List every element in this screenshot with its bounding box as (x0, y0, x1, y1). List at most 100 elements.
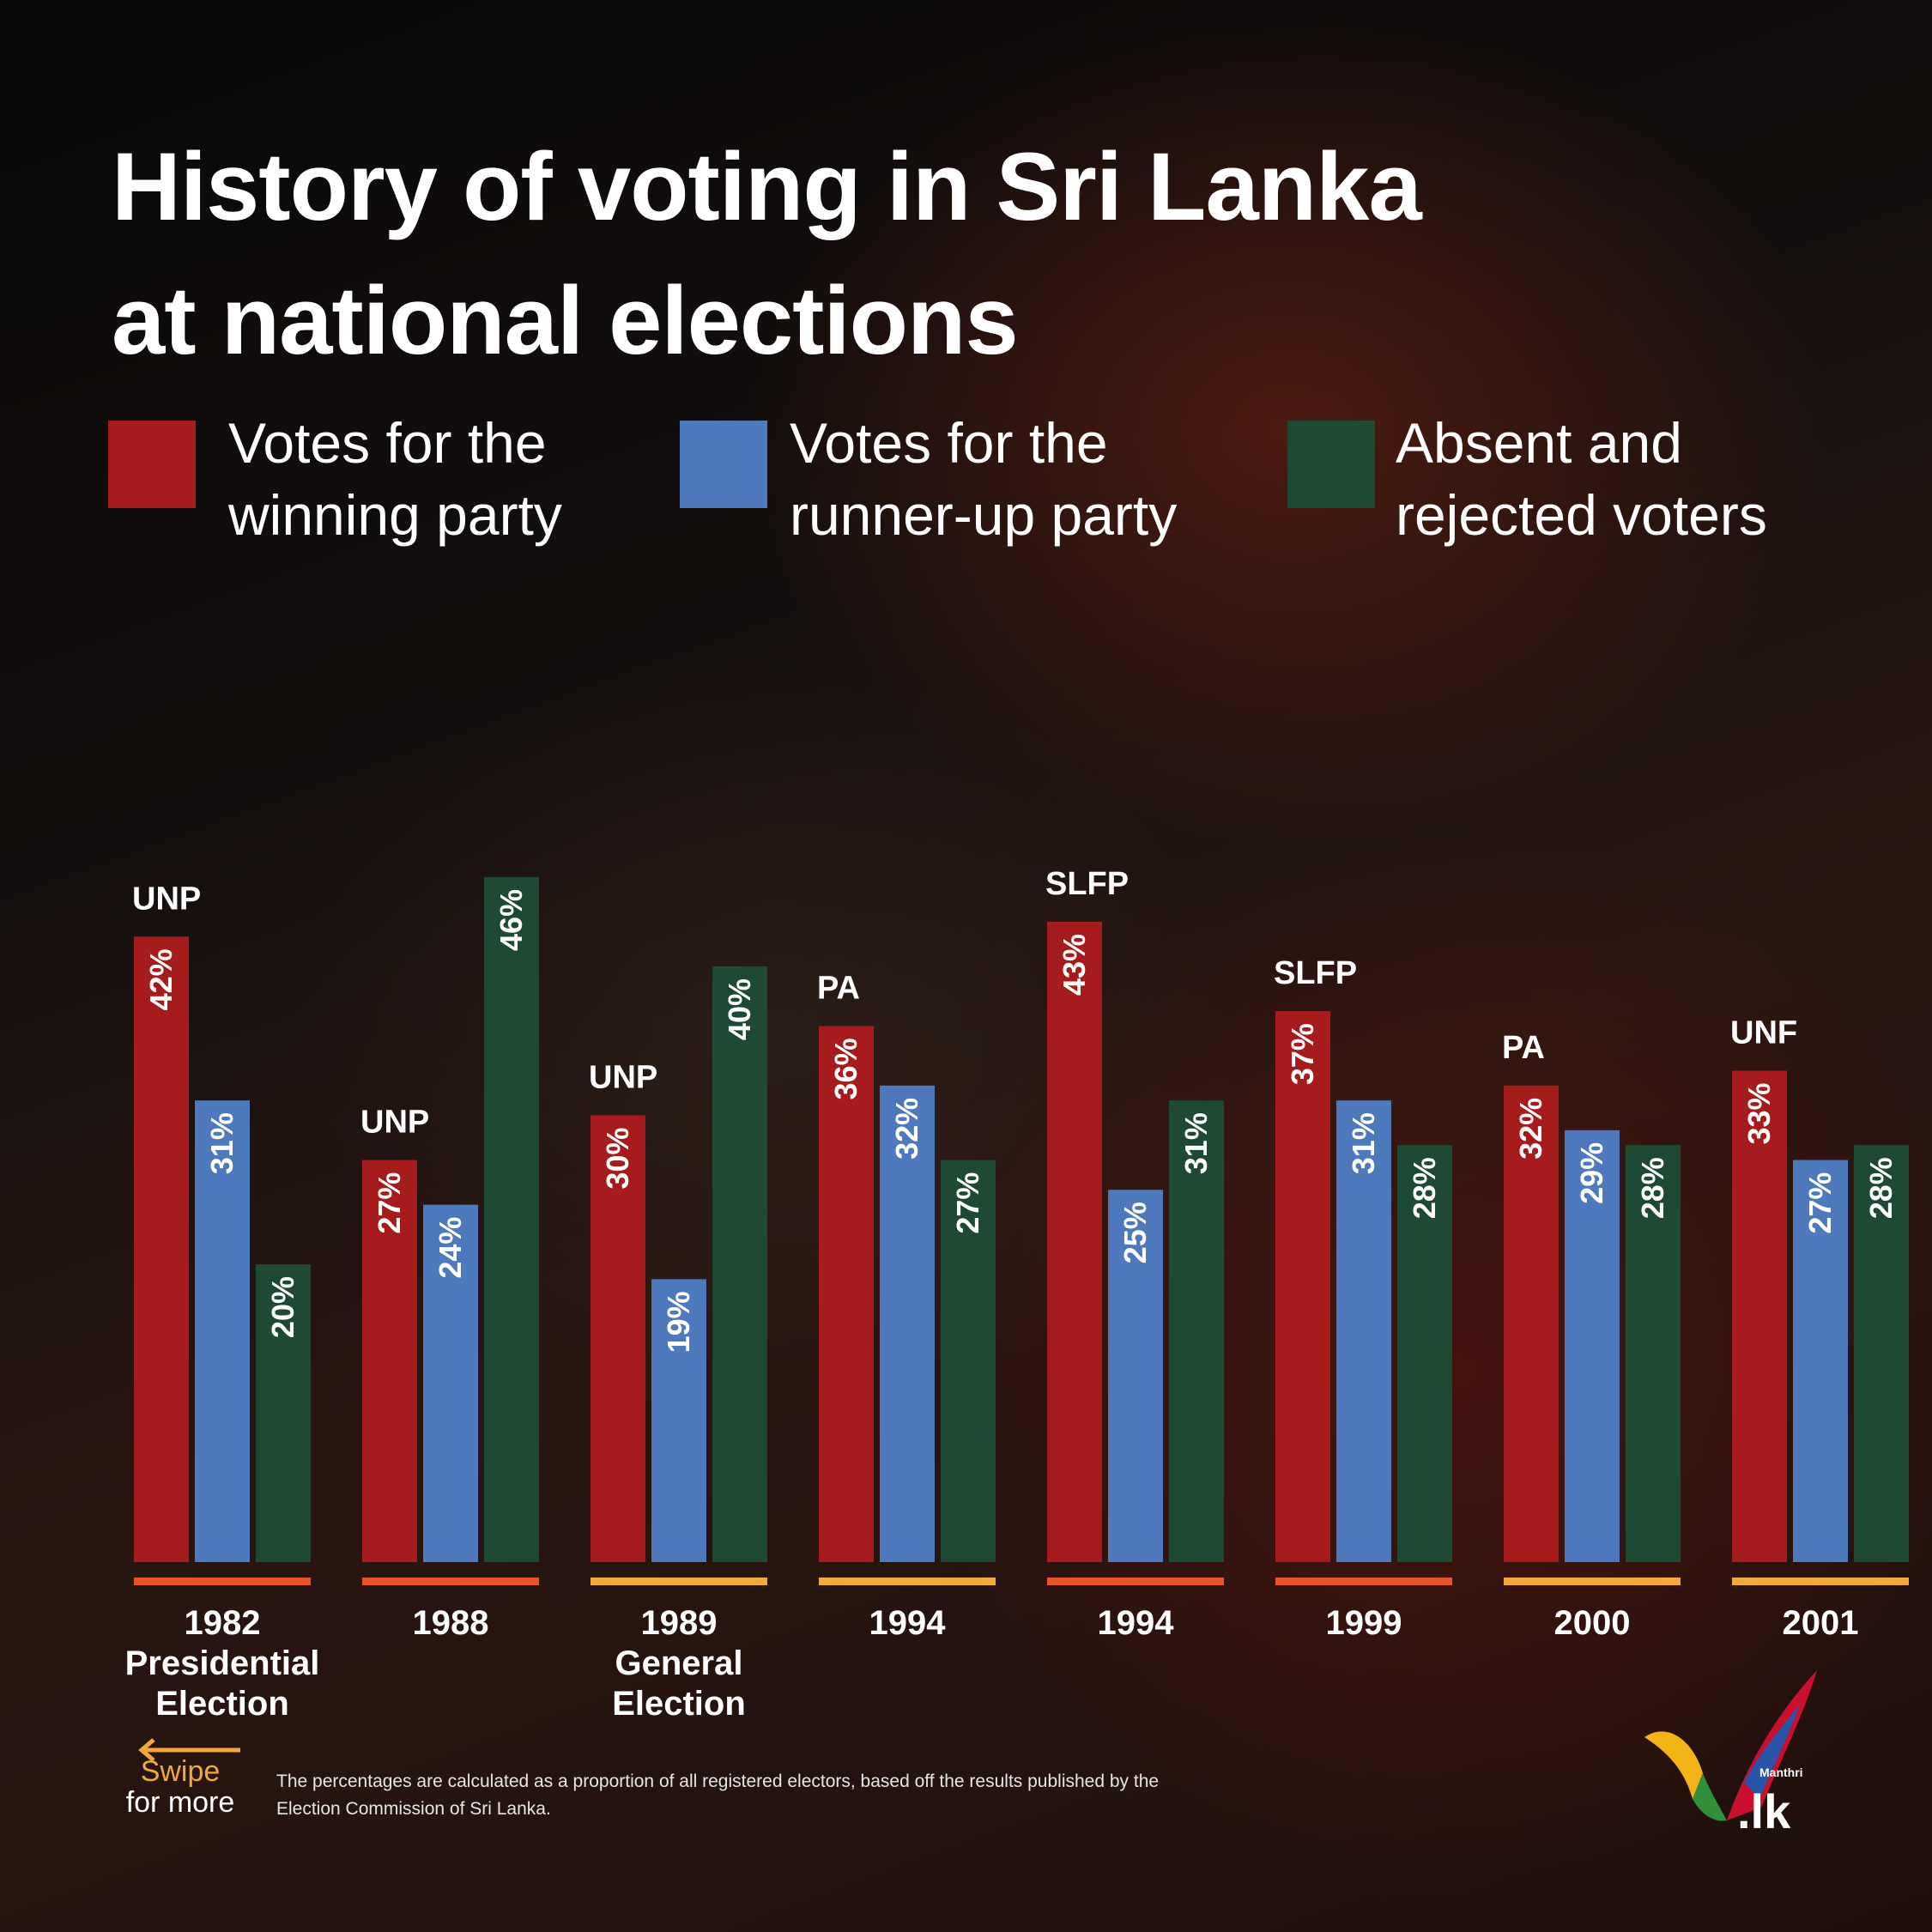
bar-value-label: 31% (1346, 1112, 1381, 1174)
bar-value-label: 31% (204, 1112, 239, 1174)
legend-swatch-runner-up (680, 421, 767, 508)
winning-party-label: UNP (132, 881, 201, 917)
winning-party-label: UNF (1730, 1014, 1797, 1051)
swipe-sub-label: for more (125, 1786, 235, 1819)
bar (651, 1279, 706, 1562)
bar-value-label: 28% (1407, 1157, 1442, 1219)
group-underline (1732, 1578, 1909, 1585)
bar-value-label: 20% (265, 1276, 300, 1338)
category-label: 1988 (413, 1604, 489, 1642)
winning-party-label: SLFP (1274, 955, 1357, 991)
title-line-2: at national elections (112, 267, 1019, 374)
swipe-hint[interactable]: Swipe for more (103, 1734, 257, 1818)
bar (1565, 1130, 1620, 1562)
bar-value-label: 43% (1057, 934, 1092, 996)
footnote: The percentages are calculated as a prop… (276, 1772, 1160, 1819)
bar-value-label: 30% (600, 1128, 635, 1190)
legend-absent-line-2: rejected voters (1396, 483, 1767, 547)
bar (880, 1085, 935, 1562)
arrow-left-icon (138, 1738, 240, 1762)
legend-label-absent: Absent and rejected voters (1396, 407, 1842, 551)
bar (1336, 1100, 1391, 1562)
swipe-label: Swipe (140, 1755, 221, 1788)
bar-value-label: 32% (889, 1098, 924, 1160)
bar-value-label: 33% (1741, 1082, 1777, 1144)
legend-absent-line-1: Absent and (1396, 411, 1682, 475)
bar (195, 1100, 250, 1562)
bar-value-label: 37% (1285, 1023, 1320, 1085)
logo-top-text: Manthri (1759, 1765, 1803, 1779)
bar-value-label: 28% (1635, 1157, 1670, 1219)
bar (1275, 1011, 1330, 1562)
bar (941, 1160, 996, 1562)
bar (484, 876, 539, 1562)
title-line-1: History of voting in Sri Lanka (112, 133, 1422, 240)
winning-party-label: SLFP (1045, 866, 1129, 902)
bar (1626, 1145, 1681, 1562)
bar (1108, 1190, 1163, 1562)
bar (1732, 1070, 1787, 1562)
bar (819, 1026, 874, 1562)
bar-value-label: 40% (722, 978, 757, 1040)
bar-value-label: 25% (1117, 1202, 1153, 1263)
bar-value-label: 32% (1513, 1098, 1548, 1160)
bar (134, 936, 189, 1562)
bar-value-label: 19% (661, 1291, 696, 1353)
bar-value-label: 27% (372, 1172, 407, 1234)
bar (591, 1115, 645, 1562)
legend-swatch-winning (108, 421, 196, 508)
bar-value-label: 24% (433, 1217, 468, 1279)
bar-value-label: 42% (143, 948, 179, 1010)
legend-winning-line-1: Votes for the (228, 411, 547, 475)
bar (423, 1204, 478, 1562)
logo-bottom-text: .lk (1737, 1784, 1791, 1833)
bar (1854, 1145, 1909, 1562)
bar-value-label: 28% (1863, 1157, 1899, 1219)
bar (1793, 1160, 1848, 1562)
group-underline (1275, 1578, 1452, 1585)
category-label: 1994 (869, 1604, 947, 1642)
bar (362, 1160, 417, 1562)
manthri-logo: Manthri .lk (1644, 1670, 1817, 1833)
group-underline (362, 1578, 539, 1585)
winning-party-label: PA (1502, 1030, 1545, 1066)
winning-party-label: UNP (589, 1060, 657, 1096)
legend-label-winning: Votes for the winning party (228, 407, 675, 551)
legend-swatch-absent (1287, 421, 1375, 508)
category-label: 2001 (1783, 1604, 1859, 1642)
bar (1504, 1085, 1559, 1562)
legend-runner-up-line-2: runner-up party (790, 483, 1178, 547)
bar (1397, 1145, 1452, 1562)
category-label: Presidential (125, 1644, 320, 1682)
bar-value-label: 27% (1802, 1172, 1838, 1234)
category-label: General (615, 1644, 743, 1682)
bar (712, 966, 767, 1562)
category-label: 1994 (1098, 1604, 1175, 1642)
group-underline (591, 1578, 767, 1585)
page-title: History of voting in Sri Lanka at nation… (112, 120, 1742, 388)
bar (1047, 921, 1102, 1562)
category-label: 2000 (1554, 1604, 1631, 1642)
bar-value-label: 29% (1574, 1142, 1609, 1204)
winning-party-label: PA (817, 970, 860, 1006)
bar-value-label: 27% (950, 1172, 985, 1234)
category-label: 1999 (1326, 1604, 1402, 1642)
group-underline (819, 1578, 996, 1585)
category-label: 1982 (185, 1604, 261, 1642)
bar (1169, 1100, 1224, 1562)
winning-party-label: UNP (360, 1105, 429, 1141)
group-underline (134, 1578, 311, 1585)
legend-winning-line-2: winning party (228, 483, 562, 547)
bar-value-label: 36% (828, 1038, 863, 1099)
group-underline (1504, 1578, 1681, 1585)
group-underline (1047, 1578, 1224, 1585)
bar (256, 1264, 311, 1562)
legend-runner-up-line-1: Votes for the (790, 411, 1108, 475)
bar-value-label: 31% (1178, 1112, 1214, 1174)
legend-label-runner-up: Votes for the runner-up party (790, 407, 1236, 551)
bar-value-label: 46% (494, 889, 529, 951)
category-label: 1989 (641, 1604, 718, 1642)
category-label: Election (155, 1685, 289, 1723)
